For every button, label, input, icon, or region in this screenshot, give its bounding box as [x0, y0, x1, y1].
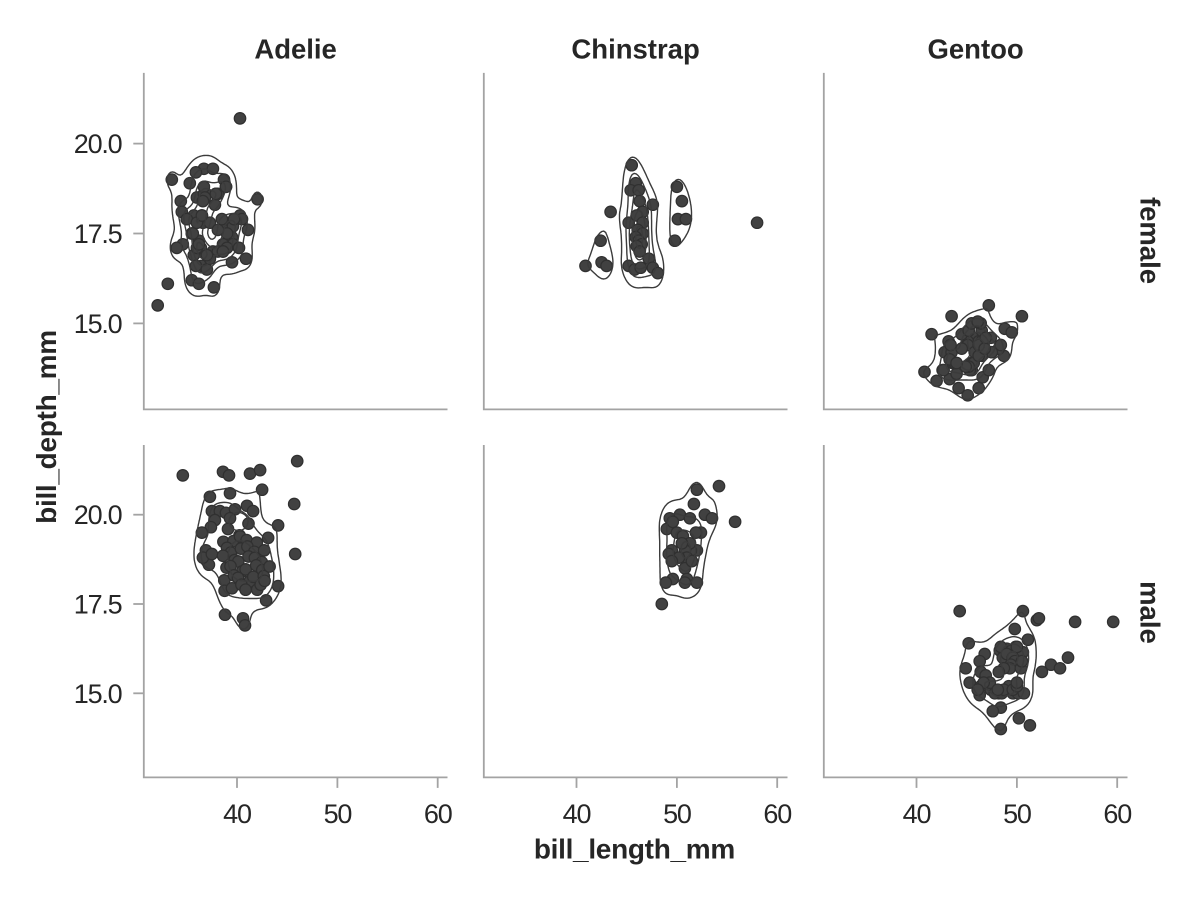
- svg-text:60: 60: [1103, 799, 1131, 829]
- svg-text:60: 60: [763, 799, 791, 829]
- svg-text:17.5: 17.5: [74, 590, 122, 620]
- svg-text:60: 60: [424, 799, 452, 829]
- svg-text:17.5: 17.5: [74, 219, 122, 249]
- svg-text:40: 40: [563, 799, 591, 829]
- svg-text:Adelie: Adelie: [254, 34, 337, 65]
- svg-text:male: male: [1135, 581, 1166, 644]
- svg-text:Chinstrap: Chinstrap: [571, 34, 699, 65]
- svg-text:50: 50: [324, 799, 352, 829]
- svg-text:bill_depth_mm: bill_depth_mm: [31, 330, 62, 524]
- svg-text:15.0: 15.0: [74, 309, 122, 339]
- svg-text:50: 50: [663, 799, 691, 829]
- svg-text:bill_length_mm: bill_length_mm: [534, 834, 735, 865]
- svg-text:15.0: 15.0: [74, 679, 122, 709]
- svg-text:20.0: 20.0: [74, 129, 122, 159]
- svg-text:female: female: [1135, 197, 1166, 284]
- svg-text:20.0: 20.0: [74, 500, 122, 530]
- svg-text:40: 40: [223, 799, 251, 829]
- svg-text:Gentoo: Gentoo: [927, 34, 1023, 65]
- svg-text:40: 40: [903, 799, 931, 829]
- svg-text:50: 50: [1003, 799, 1031, 829]
